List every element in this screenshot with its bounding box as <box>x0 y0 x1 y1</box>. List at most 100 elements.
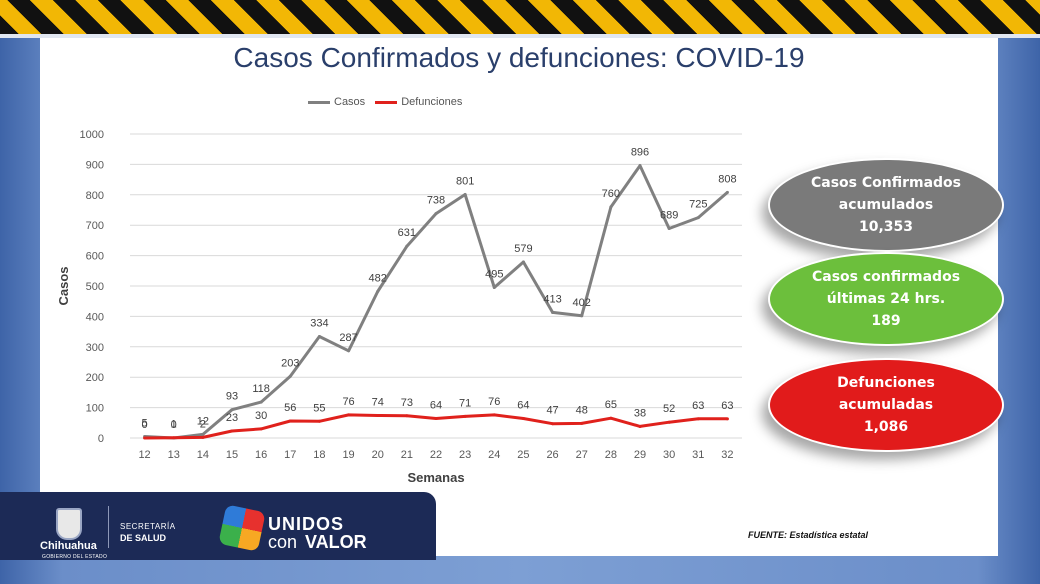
footer-government-label: GOBIERNO DEL ESTADO <box>42 554 108 560</box>
x-tick-label: 25 <box>517 449 529 461</box>
data-label-defunciones: 71 <box>459 397 471 409</box>
data-label-casos: 801 <box>456 175 474 187</box>
data-point-casos <box>580 314 584 318</box>
callout-casos-acumulados-line1: Casos Confirmados <box>810 175 962 191</box>
x-tick-label: 20 <box>372 449 384 461</box>
data-label-casos: 725 <box>689 199 707 211</box>
data-point-casos <box>347 349 351 353</box>
callout-casos-24hrs-value: 189 <box>871 313 901 329</box>
data-label-defunciones: 63 <box>721 400 733 412</box>
data-point-defunciones <box>434 417 438 421</box>
data-point-defunciones <box>288 419 292 423</box>
x-tick-label: 17 <box>284 449 296 461</box>
data-label-casos: 93 <box>226 391 238 403</box>
y-tick-label: 700 <box>86 220 104 232</box>
data-label-casos: 118 <box>252 383 270 395</box>
data-label-defunciones: 47 <box>546 405 558 417</box>
x-tick-label: 31 <box>692 449 704 461</box>
data-point-defunciones <box>230 429 234 433</box>
data-point-defunciones <box>317 419 321 423</box>
data-label-casos: 402 <box>573 297 591 309</box>
callout-defunciones-line2: acumuladas <box>838 397 934 413</box>
caution-stripe-banner <box>0 0 1040 38</box>
y-tick-label: 600 <box>86 251 104 263</box>
x-tick-label: 28 <box>605 449 617 461</box>
data-point-defunciones <box>638 424 642 428</box>
data-label-defunciones: 30 <box>255 410 267 422</box>
y-tick-label: 200 <box>86 372 104 384</box>
data-label-casos: 482 <box>369 272 387 284</box>
data-point-casos <box>492 286 496 290</box>
data-point-casos <box>434 212 438 216</box>
legend-item-defunciones: Defunciones <box>375 96 462 108</box>
legend-swatch-defunciones <box>375 100 398 104</box>
legend-label-defunciones: Defunciones <box>401 96 463 108</box>
data-label-defunciones: 76 <box>488 396 500 408</box>
x-tick-label: 12 <box>138 449 150 461</box>
data-point-defunciones <box>376 414 380 418</box>
data-label-defunciones: 56 <box>284 402 296 414</box>
data-label-defunciones: 65 <box>605 399 617 411</box>
x-tick-label: 23 <box>459 449 471 461</box>
data-point-casos <box>317 334 321 338</box>
data-label-defunciones: 1 <box>171 419 177 431</box>
data-point-casos <box>376 289 380 293</box>
footer-brand-valor: VALOR <box>305 532 367 552</box>
data-label-casos: 689 <box>660 210 678 222</box>
data-label-casos: 5 <box>142 417 148 429</box>
x-tick-label: 30 <box>663 449 675 461</box>
data-point-casos <box>725 190 729 194</box>
data-label-casos: 760 <box>602 188 620 200</box>
data-point-defunciones <box>172 436 176 440</box>
data-point-defunciones <box>696 417 700 421</box>
data-source-note: FUENTE: Estadística estatal <box>748 530 869 540</box>
data-point-defunciones <box>725 417 729 421</box>
data-point-defunciones <box>521 417 525 421</box>
x-tick-label: 26 <box>546 449 558 461</box>
data-point-defunciones <box>259 427 263 431</box>
data-point-casos <box>288 374 292 378</box>
data-label-defunciones: 64 <box>430 400 442 412</box>
y-tick-label: 1000 <box>80 129 104 141</box>
data-label-casos: 579 <box>514 243 532 255</box>
legend-swatch-casos <box>308 100 330 104</box>
chart-legend: Casos Defunciones <box>308 96 462 108</box>
callout-defunciones-acumuladas: Defunciones acumuladas 1,086 <box>768 358 1004 452</box>
data-point-defunciones <box>580 421 584 425</box>
x-tick-label: 15 <box>226 449 238 461</box>
y-axis-title: Casos <box>56 266 71 305</box>
data-point-defunciones <box>463 414 467 418</box>
data-point-defunciones <box>405 414 409 418</box>
x-axis-title: Semanas <box>407 470 464 485</box>
legend-item-casos: Casos <box>308 96 365 108</box>
data-point-casos <box>638 164 642 168</box>
data-label-casos: 0 <box>171 419 177 431</box>
data-label-defunciones: 38 <box>634 407 646 419</box>
data-label-casos: 12 <box>197 415 209 427</box>
x-tick-label: 19 <box>342 449 354 461</box>
callout-casos-24hrs-line1: Casos confirmados <box>811 269 961 285</box>
data-point-defunciones <box>667 420 671 424</box>
data-point-defunciones <box>143 436 147 440</box>
data-point-casos <box>405 244 409 248</box>
slide-panel: Casos Confirmados y defunciones: COVID-1… <box>40 38 1004 556</box>
footer-secretaria-label: SECRETARÍA <box>120 522 176 531</box>
footer-salud-label: DE SALUD <box>120 533 167 543</box>
data-label-defunciones: 76 <box>342 396 354 408</box>
callout-defunciones-line1: Defunciones <box>837 375 935 391</box>
x-tick-label: 16 <box>255 449 267 461</box>
x-tick-label: 22 <box>430 449 442 461</box>
data-label-casos: 334 <box>310 317 328 329</box>
data-label-casos: 495 <box>485 269 503 281</box>
data-label-defunciones: 2 <box>200 418 206 430</box>
data-label-defunciones: 48 <box>576 404 588 416</box>
y-tick-label: 400 <box>86 311 104 323</box>
data-label-casos: 808 <box>718 173 736 185</box>
data-point-casos <box>463 192 467 196</box>
y-tick-label: 0 <box>98 433 104 445</box>
callout-casos-24hrs-line2: últimas 24 hrs. <box>826 291 946 307</box>
data-label-casos: 203 <box>281 357 299 369</box>
data-point-casos <box>230 408 234 412</box>
y-tick-label: 300 <box>86 342 104 354</box>
